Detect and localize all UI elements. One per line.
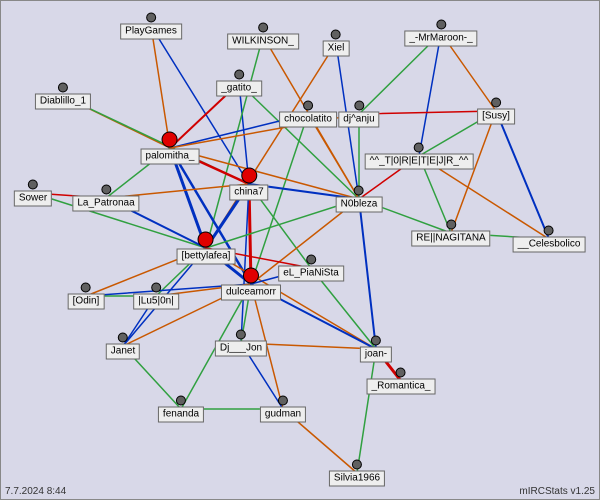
node-dot [118, 333, 128, 343]
node-DjJon[interactable]: Dj___Jon [215, 330, 267, 357]
node-dot [151, 283, 161, 293]
node-dot [81, 283, 91, 293]
node-label: [Odin] [68, 294, 105, 310]
node-china7[interactable]: china7 [229, 168, 268, 201]
node-label: Silvia1966 [329, 471, 385, 487]
node-dot [234, 70, 244, 80]
node-dot [414, 143, 424, 153]
node-label: dulceamorr [221, 285, 281, 301]
node-label: Xiel [323, 41, 350, 57]
node-N0bleza[interactable]: N0bleza [336, 186, 383, 213]
node-dot [436, 20, 446, 30]
node-label: _gatito_ [216, 81, 262, 97]
node-RENAGITANA[interactable]: RE||NAGITANA [411, 220, 490, 247]
node-dot [58, 83, 68, 93]
node-label: china7 [229, 185, 268, 201]
node-Celesbolico[interactable]: __Celesbolico [513, 226, 586, 253]
node-Odin[interactable]: [Odin] [68, 283, 105, 310]
node-bettylafea[interactable]: [bettylafea] [177, 232, 236, 265]
node-TORETEJR[interactable]: ^^_T|0|R|E|T|E|J|R_^^ [365, 143, 474, 170]
node-Silvia1966[interactable]: Silvia1966 [329, 460, 385, 487]
edge [419, 33, 441, 156]
node-dot [371, 336, 381, 346]
node-joan[interactable]: joan- [360, 336, 392, 363]
node-label: __Celesbolico [513, 237, 586, 253]
node-label: PlayGames [120, 24, 182, 40]
node-dot [278, 396, 288, 406]
node-label: [bettylafea] [177, 249, 236, 265]
node-label: Janet [106, 344, 140, 360]
node-label: fenanda [158, 407, 204, 423]
node-label: chocolatito [279, 112, 337, 128]
node-PlayGames[interactable]: PlayGames [120, 13, 182, 40]
node-dot [101, 185, 111, 195]
node-dot [236, 330, 246, 340]
footer-timestamp: 7.7.2024 8:44 [5, 486, 66, 497]
edge [151, 26, 170, 148]
network-graph: PlayGames WILKINSON_ Xiel _-MrMaroon-_ _gati… [0, 0, 600, 500]
edge [451, 111, 496, 233]
edge [241, 184, 249, 343]
node-eLPiaNiSta[interactable]: eL_PiaNiSta [278, 255, 344, 282]
node-label: WILKINSON_ [227, 34, 299, 50]
node-dot [446, 220, 456, 230]
edge [206, 36, 263, 248]
node-djanju[interactable]: dj^anju [338, 101, 379, 128]
node-dot [303, 101, 313, 111]
node-label: eL_PiaNiSta [278, 266, 344, 282]
node-Romantica[interactable]: _Romantica_ [367, 368, 436, 395]
node-dot [28, 180, 38, 190]
node-WILKINSON[interactable]: WILKINSON_ [227, 23, 299, 50]
node-label: _-MrMaroon-_ [404, 31, 477, 47]
node-dot [491, 98, 501, 108]
node-dot [146, 13, 156, 23]
node-dot [544, 226, 554, 236]
edges-layer [1, 1, 600, 500]
node-fenanda[interactable]: fenanda [158, 396, 204, 423]
node-gatito[interactable]: _gatito_ [216, 70, 262, 97]
node-Xiel[interactable]: Xiel [323, 30, 350, 57]
node-dot [241, 168, 257, 184]
node-label: N0bleza [336, 197, 383, 213]
node-label: dj^anju [338, 112, 379, 128]
node-label: palomitha_ [141, 149, 200, 165]
node-chocolatito[interactable]: chocolatito [279, 101, 337, 128]
footer-appname: mIRCStats v1.25 [519, 486, 595, 497]
node-dot [331, 30, 341, 40]
node-label: Sower [14, 191, 52, 207]
node-label: joan- [360, 347, 392, 363]
node-dot [352, 460, 362, 470]
node-label: [Susy] [477, 109, 515, 125]
node-label: Diablillo_1 [35, 94, 91, 110]
node-Janet[interactable]: Janet [106, 333, 140, 360]
node-dot [198, 232, 214, 248]
node-label: Dj___Jon [215, 341, 267, 357]
node-label: _Romantica_ [367, 379, 436, 395]
node-dulceamorr[interactable]: dulceamorr [221, 268, 281, 301]
edge [496, 111, 549, 239]
node-dot [243, 268, 259, 284]
node-gudman[interactable]: gudman [260, 396, 306, 423]
node-Sower[interactable]: Sower [14, 180, 52, 207]
node-palomitha[interactable]: palomitha_ [141, 132, 200, 165]
node-Diablillo[interactable]: Diablillo_1 [35, 83, 91, 110]
node-label: ^^_T|0|R|E|T|E|J|R_^^ [365, 154, 474, 170]
node-dot [354, 101, 364, 111]
node-label: La_Patronaa [72, 196, 139, 212]
node-label: RE||NAGITANA [411, 231, 490, 247]
edge [359, 199, 376, 349]
node-dot [258, 23, 268, 33]
node-dot [396, 368, 406, 378]
node-dot [354, 186, 364, 196]
node-label: |Lu5|0n| [133, 294, 179, 310]
node-dot [306, 255, 316, 265]
node-Lu50n[interactable]: |Lu5|0n| [133, 283, 179, 310]
node-MrMaroon[interactable]: _-MrMaroon-_ [404, 20, 477, 47]
node-LaPatrona[interactable]: La_Patronaa [72, 185, 139, 212]
node-label: gudman [260, 407, 306, 423]
node-dot [176, 396, 186, 406]
node-dot [162, 132, 178, 148]
node-Susy[interactable]: [Susy] [477, 98, 515, 125]
